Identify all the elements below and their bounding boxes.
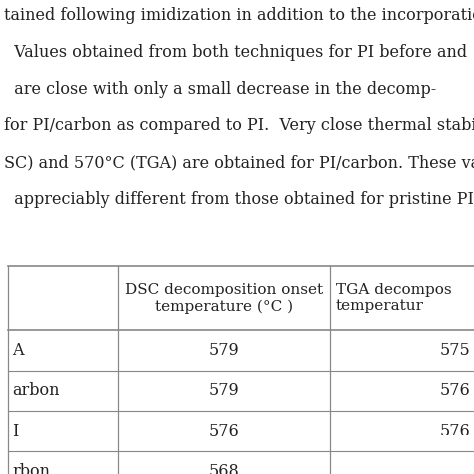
Text: I: I: [12, 422, 18, 439]
Text: 579: 579: [209, 342, 239, 359]
Text: DSC decomposition onset: DSC decomposition onset: [125, 283, 323, 297]
Text: temperatur: temperatur: [336, 299, 424, 313]
Text: TGA decompos: TGA decompos: [336, 283, 452, 297]
Text: for PI/carbon as compared to PI.  Very close thermal stability: for PI/carbon as compared to PI. Very cl…: [4, 118, 474, 135]
Text: 570: 570: [439, 463, 470, 474]
Text: A: A: [12, 342, 24, 359]
Text: arbon: arbon: [12, 382, 60, 399]
Text: 576: 576: [209, 422, 239, 439]
Text: 576: 576: [439, 382, 470, 399]
Text: rbon: rbon: [12, 463, 50, 474]
Text: 568: 568: [209, 463, 239, 474]
Text: SC) and 570°C (TGA) are obtained for PI/carbon. These value: SC) and 570°C (TGA) are obtained for PI/…: [4, 154, 474, 171]
Text: 576: 576: [439, 422, 470, 439]
Text: 579: 579: [209, 382, 239, 399]
Text: are close with only a small decrease in the decomp-: are close with only a small decrease in …: [4, 81, 436, 98]
Text: appreciably different from those obtained for pristine PI.: appreciably different from those obtaine…: [4, 191, 474, 208]
Text: temperature (°C ): temperature (°C ): [155, 299, 293, 313]
Text: tained following imidization in addition to the incorporation o: tained following imidization in addition…: [4, 7, 474, 24]
Text: 575: 575: [439, 342, 470, 359]
Text: Values obtained from both techniques for PI before and: Values obtained from both techniques for…: [4, 44, 467, 61]
